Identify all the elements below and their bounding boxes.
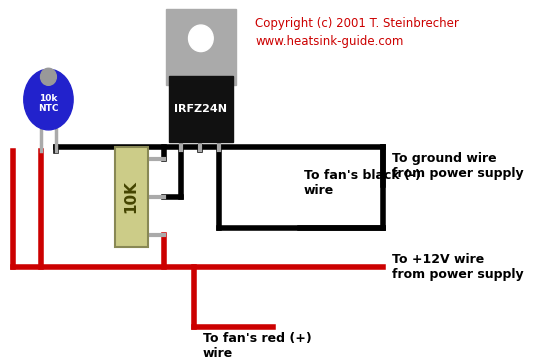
Bar [166,9,236,85]
Text: To +12V wire
from power supply: To +12V wire from power supply [392,253,523,281]
Bar [115,147,148,247]
Text: 10K: 10K [124,180,139,213]
Circle shape [189,25,213,52]
Text: Copyright (c) 2001 T. Steinbrecher
www.heatsink-guide.com: Copyright (c) 2001 T. Steinbrecher www.h… [255,17,459,48]
Text: IRFZ24N: IRFZ24N [174,104,228,114]
Text: 10k
NTC: 10k NTC [38,94,59,113]
Text: To ground wire
from power supply: To ground wire from power supply [392,152,523,180]
Text: To fan's black (-)
wire: To fan's black (-) wire [304,168,421,196]
Bar [169,76,232,142]
Ellipse shape [24,69,73,130]
Ellipse shape [41,68,56,85]
Text: To fan's red (+)
wire: To fan's red (+) wire [203,332,311,359]
